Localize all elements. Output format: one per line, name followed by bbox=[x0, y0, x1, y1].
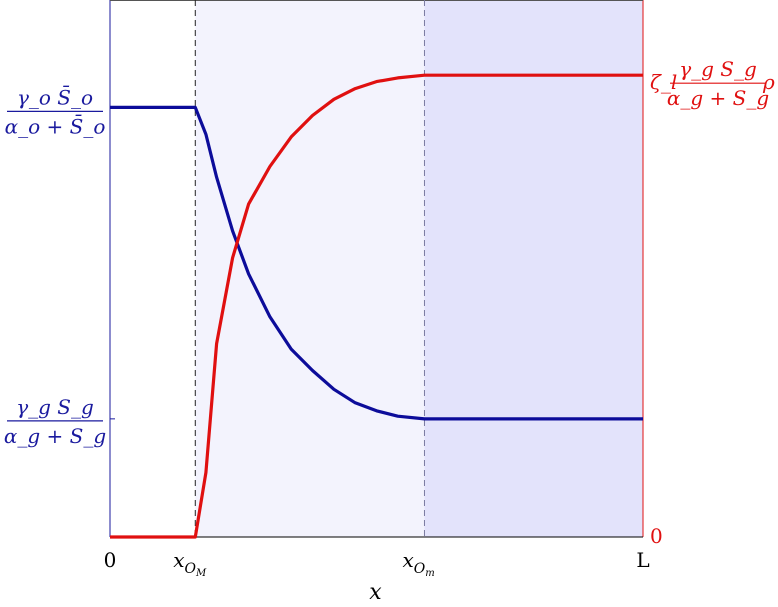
right-tick-label-1-numerator: γ_g S_g bbox=[679, 57, 757, 81]
series-line-1 bbox=[110, 73, 643, 539]
right-tick-label-0: 0 bbox=[650, 524, 663, 548]
left-tick-label-1-denominator: α_g + S_g bbox=[4, 424, 106, 448]
x-tick-label-2: xOm bbox=[402, 548, 434, 579]
left-tick-label-1: γ_g S_g α_g + S_g bbox=[4, 395, 106, 448]
series-line-0 bbox=[110, 105, 643, 421]
x-tick-label-0: 0 bbox=[104, 548, 117, 572]
x-axis-label: x bbox=[369, 580, 382, 605]
x-tick-label-1: xOM bbox=[173, 548, 207, 579]
right-tick-label-1-denominator: α_g + S_g bbox=[667, 86, 769, 110]
shaded-region-1 bbox=[424, 0, 643, 537]
left-tick-label-0-denominator: α_o + S̄_o bbox=[5, 114, 106, 139]
right-tick-label-1-suffix: ρ bbox=[762, 70, 775, 94]
left-tick-label-1-numerator: γ_g S_g bbox=[16, 395, 94, 419]
right-tick-label-1: γ_g S_g α_g + S_g bbox=[667, 57, 769, 110]
left-tick-label-0: γ_o S̄_o α_o + S̄_o bbox=[5, 85, 106, 139]
right-tick-label-1-prefix: ζ_l bbox=[650, 70, 677, 94]
x-tick-label-3: L bbox=[636, 548, 649, 572]
shaded-region-0 bbox=[195, 0, 425, 537]
left-tick-label-0-numerator: γ_o S̄_o bbox=[17, 85, 93, 110]
